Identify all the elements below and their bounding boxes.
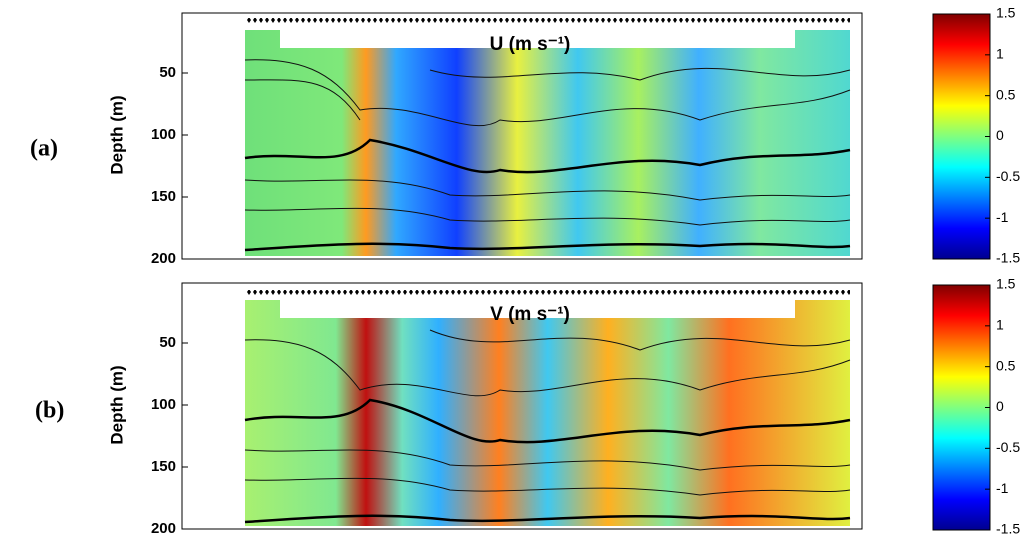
y-tick-label: 100 — [151, 126, 176, 143]
colorbar-tick-label: -1 — [996, 209, 1009, 225]
panel-a-field — [244, 18, 851, 256]
colorbar-tick-label: -1.5 — [996, 521, 1020, 537]
panel-label: (b) — [35, 398, 64, 424]
panel-b-field — [244, 290, 851, 526]
y-tick-label: 150 — [151, 188, 176, 205]
colorbar-tick-label: 1 — [996, 46, 1004, 62]
y-tick-label: 200 — [151, 250, 176, 267]
axes-frame — [181, 12, 863, 260]
y-axis-label: Depth (m) — [107, 95, 126, 174]
colorbar-tick-label: 0.5 — [996, 357, 1016, 373]
colorbar-tick-label: -1.5 — [996, 250, 1020, 266]
colorbar-tick-label: -1 — [996, 480, 1009, 496]
panel-title: U (m s⁻¹) — [490, 34, 571, 55]
colorbar-tick-label: 0 — [996, 398, 1004, 414]
panel-label: (a) — [30, 136, 58, 162]
y-tick-label: 50 — [159, 334, 176, 351]
colorbar-tick-label: -0.5 — [996, 168, 1020, 184]
axes-frame — [181, 282, 863, 530]
colorbar-tick-label: -0.5 — [996, 439, 1020, 455]
colorbar — [932, 284, 991, 531]
y-tick-label: 100 — [151, 396, 176, 413]
colorbar-tick-label: 1 — [996, 317, 1004, 333]
y-tick-label: 50 — [159, 64, 176, 81]
colorbar — [932, 13, 991, 260]
panel-title: V (m s⁻¹) — [490, 304, 570, 325]
colorbar-tick-label: 1.5 — [996, 276, 1016, 292]
colorbar-tick-label: 0 — [996, 127, 1004, 143]
colorbar-tick-label: 0.5 — [996, 86, 1016, 102]
y-tick-label: 200 — [151, 520, 176, 537]
colorbar-tick-label: 1.5 — [996, 5, 1016, 21]
y-axis-label: Depth (m) — [107, 365, 126, 444]
y-tick-label: 150 — [151, 458, 176, 475]
